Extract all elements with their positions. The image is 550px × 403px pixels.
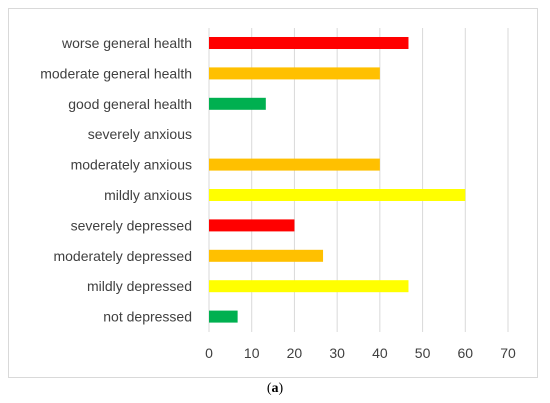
category-label: worse general health (61, 35, 192, 51)
x-tick-label: 40 (372, 345, 388, 361)
bar (209, 280, 409, 293)
caption-letter: a (271, 381, 279, 396)
x-tick-label: 10 (244, 345, 260, 361)
x-tick-label: 70 (500, 345, 516, 361)
figure-caption: (a) (0, 381, 550, 397)
caption-open: ( (266, 381, 272, 396)
category-label: moderately depressed (53, 248, 192, 264)
category-label: moderate general health (40, 65, 192, 81)
bar (209, 97, 266, 110)
x-tick-label: 50 (415, 345, 431, 361)
x-tick-label: 60 (457, 345, 473, 361)
x-tick-labels: 0 10 20 30 40 50 60 70 (205, 345, 516, 361)
bars (209, 37, 466, 323)
bar (209, 310, 238, 323)
x-tick-label: 30 (329, 345, 345, 361)
bar (209, 189, 466, 201)
bar (209, 219, 295, 232)
bar-chart: worse general health moderate general hea… (40, 28, 516, 361)
category-label: mildly depressed (87, 278, 192, 294)
category-label: not depressed (103, 309, 192, 325)
bar (209, 249, 324, 262)
x-tick-label: 20 (287, 345, 303, 361)
category-label: severely anxious (88, 126, 192, 142)
bar (209, 67, 380, 80)
category-label: good general health (68, 96, 192, 112)
category-label: severely depressed (71, 217, 192, 233)
bar (209, 158, 380, 171)
x-tick-label: 0 (205, 345, 213, 361)
category-labels: worse general health moderate general hea… (40, 35, 192, 325)
bar (209, 37, 409, 49)
caption-close: ) (278, 381, 284, 396)
category-label: moderately anxious (71, 157, 192, 173)
category-label: mildly anxious (104, 187, 192, 203)
